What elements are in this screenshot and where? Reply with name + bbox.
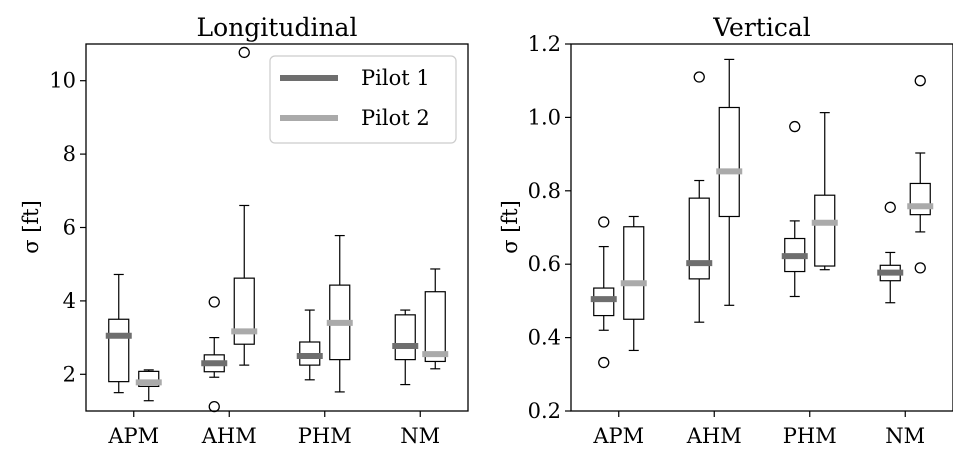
outlier-point bbox=[914, 262, 926, 274]
outlier-point bbox=[208, 400, 220, 413]
longitudinal-box-1-apm bbox=[105, 273, 132, 394]
box-body bbox=[138, 370, 160, 388]
vertical-y-tick-label: 0.4 bbox=[528, 326, 561, 350]
longitudinal-box-2-apm bbox=[135, 369, 162, 402]
vertical-box-2-nm bbox=[907, 75, 934, 274]
outlier-point bbox=[884, 201, 896, 213]
longitudinal-y-axis-label: σ [ft] bbox=[19, 200, 43, 254]
vertical-x-tick-label: NM bbox=[885, 424, 925, 448]
vertical-panel: Vertical σ [ft] 0.2 0.4 0.6 0.8 1.0 1.2 APM AHM… bbox=[498, 13, 953, 448]
legend-label-pilot-2: Pilot 2 bbox=[361, 106, 430, 130]
vertical-box-1-phm bbox=[781, 120, 808, 298]
box-body bbox=[394, 314, 416, 361]
vertical-box-1-nm bbox=[877, 201, 904, 304]
longitudinal-box-2-ahm bbox=[231, 46, 258, 366]
vertical-box-1-ahm bbox=[686, 71, 713, 323]
longitudinal-box-2-phm bbox=[326, 234, 353, 393]
longitudinal-box-1-phm bbox=[296, 309, 323, 381]
box-body bbox=[623, 226, 645, 320]
vertical-x-tick-label: APM bbox=[592, 424, 644, 448]
vertical-y-tick-label: 1.2 bbox=[528, 32, 561, 56]
box-body bbox=[814, 194, 836, 267]
longitudinal-x-tick-label: APM bbox=[107, 424, 159, 448]
vertical-box-2-phm bbox=[811, 112, 838, 271]
vertical-x-tick-label: PHM bbox=[783, 424, 837, 448]
longitudinal-title: Longitudinal bbox=[197, 13, 358, 42]
outlier-point bbox=[208, 296, 220, 308]
vertical-box-1-apm bbox=[590, 216, 617, 369]
longitudinal-axes-frame bbox=[85, 43, 469, 412]
legend-label-pilot-1: Pilot 1 bbox=[361, 66, 430, 90]
box-body bbox=[718, 106, 740, 218]
vertical-box-2-apm bbox=[620, 215, 647, 352]
outlier-point bbox=[238, 46, 250, 59]
longitudinal-y-tick-label: 8 bbox=[63, 142, 76, 166]
box-body bbox=[688, 197, 710, 280]
box-body bbox=[108, 318, 130, 383]
vertical-plot-area: 0.2 0.4 0.6 0.8 1.0 1.2 APM AHM PHM NM bbox=[528, 32, 934, 448]
longitudinal-y-tick-label: 6 bbox=[63, 216, 76, 240]
longitudinal-x-tick-label: AHM bbox=[201, 424, 257, 448]
outlier-point bbox=[598, 216, 610, 228]
vertical-y-tick-label: 0.6 bbox=[528, 252, 561, 276]
vertical-x-tick-label: AHM bbox=[686, 424, 742, 448]
box-body bbox=[909, 182, 931, 216]
vertical-y-axis-label: σ [ft] bbox=[498, 200, 522, 254]
longitudinal-box-2-nm bbox=[422, 268, 449, 370]
longitudinal-plot-area: 2 4 6 8 10 APM AHM PHM NM bbox=[49, 46, 449, 448]
longitudinal-box-1-nm bbox=[392, 309, 419, 386]
legend: Pilot 1 Pilot 2 bbox=[269, 55, 457, 144]
box-body bbox=[233, 277, 255, 345]
outlier-point bbox=[789, 120, 801, 133]
longitudinal-x-tick-label: NM bbox=[400, 424, 440, 448]
vertical-box-2-ahm bbox=[716, 58, 743, 306]
longitudinal-x-tick-label: PHM bbox=[298, 424, 352, 448]
outlier-point bbox=[693, 71, 705, 83]
vertical-y-tick-label: 1.0 bbox=[528, 105, 561, 129]
longitudinal-y-tick-label: 4 bbox=[63, 289, 76, 313]
longitudinal-box-1-ahm bbox=[201, 296, 228, 413]
box-body bbox=[424, 291, 446, 363]
longitudinal-y-tick-label: 2 bbox=[63, 362, 76, 386]
vertical-axes-frame bbox=[570, 43, 953, 412]
vertical-y-tick-label: 0.8 bbox=[528, 179, 561, 203]
outlier-point bbox=[598, 356, 610, 369]
vertical-title: Vertical bbox=[712, 13, 810, 42]
vertical-y-tick-label: 0.2 bbox=[528, 399, 561, 423]
longitudinal-y-tick-label: 10 bbox=[49, 69, 76, 93]
outlier-point bbox=[914, 75, 926, 87]
longitudinal-panel: Longitudinal σ [ft] 2 4 6 8 10 APM AHM PHM NM Pi… bbox=[19, 13, 469, 448]
